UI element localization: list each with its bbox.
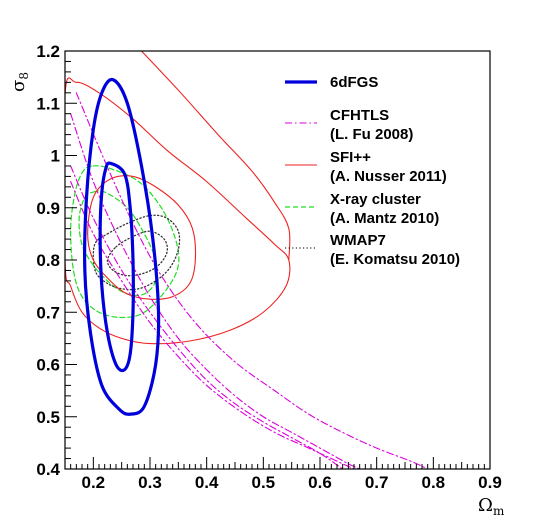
contour-cfhtls-3 (75, 92, 429, 469)
legend-label: 6dFGS (330, 74, 378, 91)
axis-ticks (64, 50, 491, 470)
x-axis-title: Ωm (478, 495, 505, 518)
x-tick-label: 0.7 (365, 473, 389, 492)
y-tick-label: 1.1 (36, 94, 60, 113)
legend-sublabel: (A. Mantz 2010) (330, 210, 439, 227)
legend-sublabel: (A. Nusser 2011) (330, 168, 447, 185)
y-tick-label: 1.2 (36, 42, 60, 61)
legend-label: SFI++ (330, 149, 371, 166)
y-axis-title: σ8 (8, 72, 31, 92)
contour-sfi--3 (140, 51, 291, 261)
legend: 6dFGS CFHTLS (L. Fu 2008) SFI++ (A. Nusser 2… (285, 74, 460, 268)
x-tick-label: 0.9 (478, 473, 502, 492)
contour-sfi--1 (87, 175, 197, 300)
y-tick-label: 0.7 (36, 303, 60, 322)
x-tick-label: 0.2 (82, 473, 106, 492)
y-tick-label: 0.9 (36, 199, 60, 218)
x-tick-label: 0.5 (252, 473, 276, 492)
x-tick-label: 0.3 (138, 473, 162, 492)
contour-cfhtls-4 (70, 181, 355, 469)
x-tick-label: 0.6 (308, 473, 332, 492)
legend-label: CFHTLS (330, 107, 389, 124)
contour-wmap7-1 (106, 230, 169, 277)
contour-6dfgs-2 (83, 77, 161, 416)
legend-sublabel: (E. Komatsu 2010) (330, 251, 460, 268)
y-tick-label: 1 (51, 147, 60, 166)
legend-label: WMAP7 (330, 232, 386, 249)
y-tick-label: 0.5 (36, 408, 60, 427)
x-tick-label: 0.8 (422, 473, 446, 492)
x-tick-label: 0.4 (195, 473, 219, 492)
legend-label: X-ray cluster (330, 191, 421, 208)
contour-6dfgs-1 (98, 161, 135, 373)
contour-sfi--2 (65, 77, 291, 345)
y-tick-label: 0.6 (36, 356, 60, 375)
contour-layer (65, 51, 429, 469)
y-tick-label: 0.4 (36, 460, 60, 479)
tick-labels: 0.2 0.3 0.4 0.5 0.6 0.7 0.8 0.9 0.4 0.5 0.6 0.7 0.8 0… (36, 42, 501, 492)
contour-cfhtls-1 (70, 113, 361, 469)
y-tick-label: 0.8 (36, 251, 60, 270)
legend-sublabel: (L. Fu 2008) (330, 126, 413, 143)
contour-cfhtls-2 (70, 165, 344, 469)
